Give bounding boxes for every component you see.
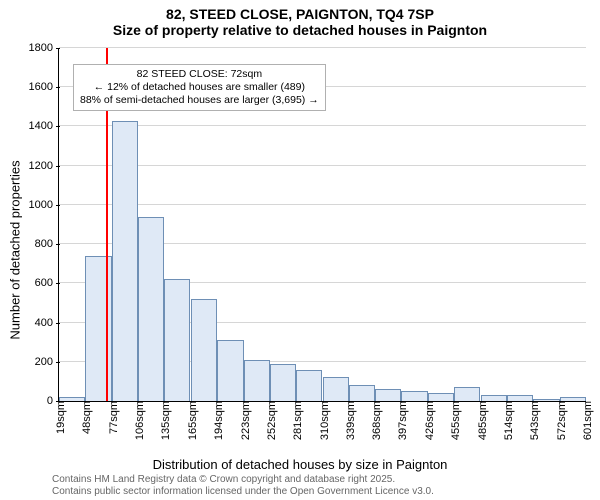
histogram-bar [454, 387, 480, 401]
title-address: 82, STEED CLOSE, PAIGNTON, TQ4 7SP [0, 6, 600, 22]
x-tick-label: 572sqm [552, 401, 568, 440]
x-tick-label: 310sqm [315, 401, 331, 440]
y-tick-label: 400 [35, 317, 59, 329]
y-tick-label: 800 [35, 238, 59, 250]
y-tick-label: 1800 [29, 42, 59, 54]
x-tick-label: 426sqm [420, 401, 436, 440]
x-tick-label: 281sqm [288, 401, 304, 440]
histogram-bar [270, 364, 296, 401]
histogram-bar [112, 121, 138, 401]
histogram-bar [217, 340, 243, 401]
property-size-chart: 82, STEED CLOSE, PAIGNTON, TQ4 7SP Size … [0, 0, 600, 500]
histogram-bar [375, 389, 401, 401]
x-tick-label: 397sqm [393, 401, 409, 440]
x-tick-label: 194sqm [209, 401, 225, 440]
annotation-line3: 88% of semi-detached houses are larger (… [80, 94, 319, 107]
annotation-box: 82 STEED CLOSE: 72sqm← 12% of detached h… [73, 64, 326, 111]
x-tick-label: 339sqm [341, 401, 357, 440]
plot-area: 02004006008001000120014001600180019sqm48… [58, 48, 586, 402]
histogram-bar [323, 377, 349, 401]
y-tick-label: 200 [35, 356, 59, 368]
y-tick-label: 1400 [29, 120, 59, 132]
title-subtitle: Size of property relative to detached ho… [0, 22, 600, 38]
histogram-bar [138, 217, 164, 401]
x-tick-label: 368sqm [367, 401, 383, 440]
footnote-line2: Contains public sector information licen… [52, 486, 434, 498]
x-tick-label: 77sqm [104, 401, 120, 434]
histogram-bar [401, 391, 427, 401]
gridline [59, 125, 586, 126]
y-tick-label: 600 [35, 277, 59, 289]
annotation-line1: 82 STEED CLOSE: 72sqm [80, 68, 319, 81]
x-tick-label: 514sqm [499, 401, 515, 440]
histogram-bar [349, 385, 375, 401]
gridline [59, 204, 586, 205]
footnote-line1: Contains HM Land Registry data © Crown c… [52, 474, 434, 486]
histogram-bar [296, 370, 322, 401]
histogram-bar [428, 393, 454, 401]
x-tick-label: 106sqm [130, 401, 146, 440]
x-tick-label: 19sqm [51, 401, 67, 434]
chart-title: 82, STEED CLOSE, PAIGNTON, TQ4 7SP Size … [0, 6, 600, 38]
chart-footnote: Contains HM Land Registry data © Crown c… [52, 474, 434, 497]
annotation-line2: ← 12% of detached houses are smaller (48… [80, 81, 319, 94]
x-tick-label: 485sqm [473, 401, 489, 440]
x-tick-label: 543sqm [525, 401, 541, 440]
x-tick-label: 165sqm [183, 401, 199, 440]
x-tick-label: 223sqm [236, 401, 252, 440]
histogram-bar [244, 360, 270, 401]
gridline [59, 47, 586, 48]
histogram-bar [164, 279, 190, 401]
y-tick-label: 1200 [29, 160, 59, 172]
y-axis-label: Number of detached properties [7, 160, 22, 339]
y-tick-label: 1000 [29, 199, 59, 211]
histogram-bar [191, 299, 217, 401]
x-axis-label: Distribution of detached houses by size … [0, 457, 600, 472]
x-tick-label: 135sqm [156, 401, 172, 440]
x-tick-label: 48sqm [77, 401, 93, 434]
x-tick-label: 455sqm [446, 401, 462, 440]
y-tick-label: 1600 [29, 81, 59, 93]
x-tick-label: 601sqm [578, 401, 594, 440]
x-tick-label: 252sqm [262, 401, 278, 440]
gridline [59, 165, 586, 166]
